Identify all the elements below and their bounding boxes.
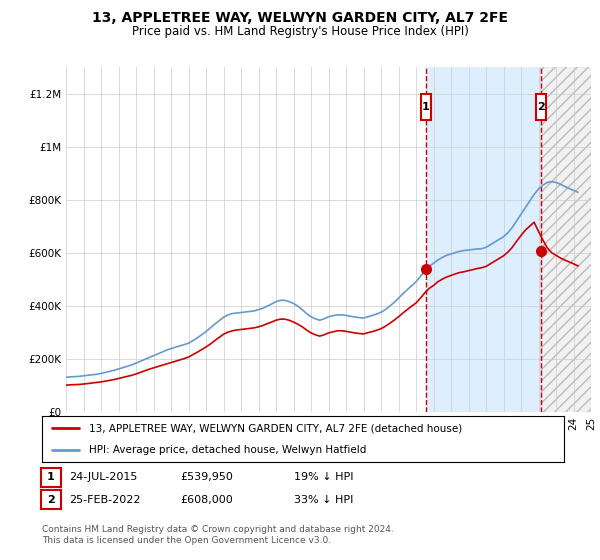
FancyBboxPatch shape [536,94,546,119]
Text: £608,000: £608,000 [180,494,233,505]
Text: 2: 2 [537,102,545,112]
Text: Price paid vs. HM Land Registry's House Price Index (HPI): Price paid vs. HM Land Registry's House … [131,25,469,38]
Bar [541,67,591,412]
Bar [541,67,591,412]
Text: 33% ↓ HPI: 33% ↓ HPI [294,494,353,505]
Text: 19% ↓ HPI: 19% ↓ HPI [294,472,353,482]
Text: £539,950: £539,950 [180,472,233,482]
Text: 25-FEB-2022: 25-FEB-2022 [69,494,140,505]
Text: 13, APPLETREE WAY, WELWYN GARDEN CITY, AL7 2FE: 13, APPLETREE WAY, WELWYN GARDEN CITY, A… [92,11,508,25]
Text: 1: 1 [422,102,430,112]
Bar [426,67,541,412]
Text: 24-JUL-2015: 24-JUL-2015 [69,472,137,482]
Text: 13, APPLETREE WAY, WELWYN GARDEN CITY, AL7 2FE (detached house): 13, APPLETREE WAY, WELWYN GARDEN CITY, A… [89,423,462,433]
Text: HPI: Average price, detached house, Welwyn Hatfield: HPI: Average price, detached house, Welw… [89,445,367,455]
Text: 2: 2 [47,494,55,505]
FancyBboxPatch shape [421,94,431,119]
Text: 1: 1 [47,472,55,482]
Text: Contains HM Land Registry data © Crown copyright and database right 2024.
This d: Contains HM Land Registry data © Crown c… [42,525,394,545]
